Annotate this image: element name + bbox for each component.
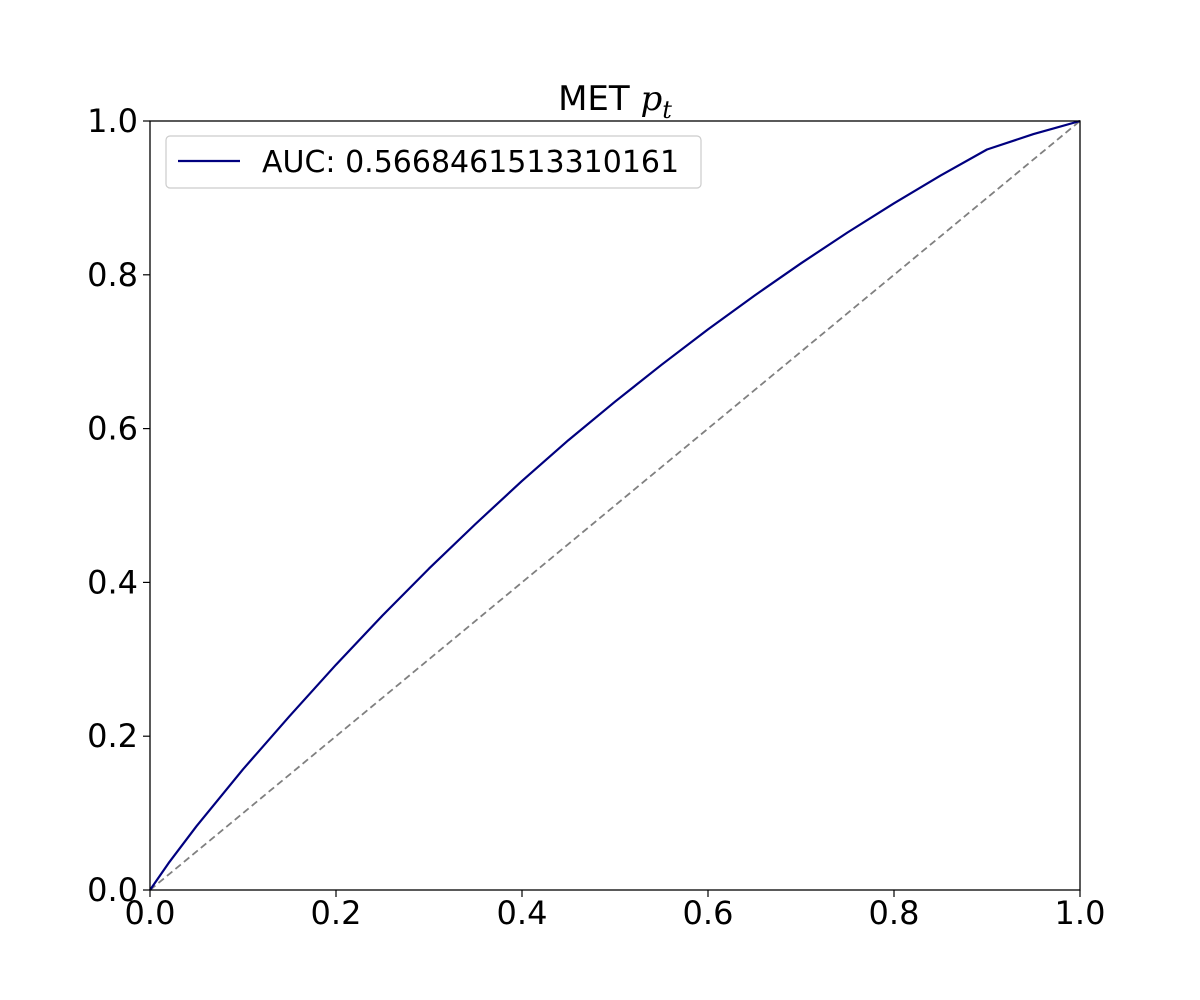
y-tick-label: 1.0 — [87, 102, 138, 140]
diagonal-reference-line — [149, 120, 1081, 891]
plot-frame — [149, 120, 1081, 891]
tick-layer: 0.0 0.2 0.4 0.6 0.8 1.0 0.0 0.2 0.4 0.6 0.8 1.0 — [87, 102, 1105, 932]
x-tick-label: 0.2 — [311, 894, 362, 932]
legend-label: AUC: 0.5668461513310161 — [262, 145, 679, 180]
title-math-base: p — [640, 79, 662, 119]
y-tick-label: 0.8 — [87, 256, 138, 294]
x-tick-label: 1.0 — [1055, 894, 1106, 932]
y-tick-label: 0.2 — [87, 717, 138, 755]
legend: AUC: 0.5668461513310161 — [165, 135, 702, 189]
title-math-sub: t — [662, 96, 672, 124]
legend-box — [165, 135, 702, 189]
chart-title: MET pt — [558, 79, 672, 124]
series-layer — [149, 119, 1081, 891]
y-tick-label: 0.0 — [87, 871, 138, 909]
x-tick-label: 0.0 — [125, 894, 176, 932]
x-tick-label: 0.6 — [683, 894, 734, 932]
title-main: MET — [558, 79, 640, 119]
y-tick-label: 0.4 — [87, 563, 138, 601]
x-tick-label: 0.4 — [497, 894, 548, 932]
x-tick-label: 0.8 — [869, 894, 920, 932]
y-tick-label: 0.6 — [87, 410, 138, 448]
roc-curve — [149, 119, 1081, 891]
